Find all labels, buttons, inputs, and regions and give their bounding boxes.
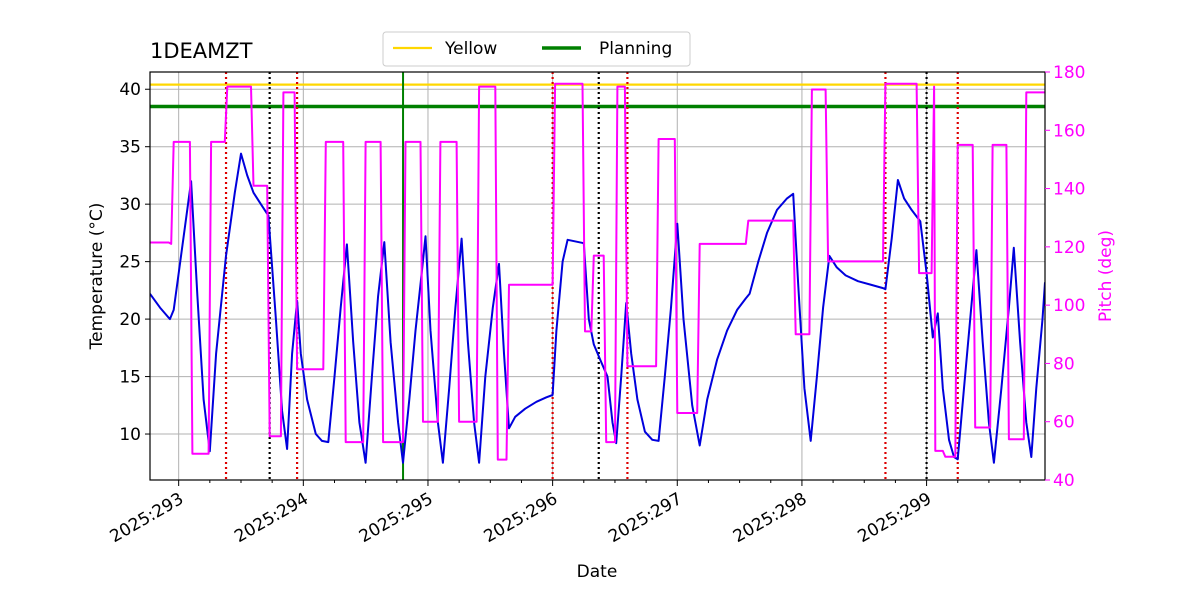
y-tick-label-1: 15 [119,368,141,388]
y-tick-label-6: 40 [119,80,141,100]
y2-tick-label-4: 120 [1053,238,1085,258]
legend: Yellow Planning [382,31,691,67]
x-axis-label: Date [577,562,618,582]
chart-title: 1DEAMZT [150,39,253,63]
y2-tick-label-0: 40 [1053,471,1075,491]
legend-label-planning: Planning [599,39,672,59]
y2-tick-label-5: 140 [1053,180,1085,200]
y2-tick-label-3: 100 [1053,296,1085,316]
y2-axis-label: Pitch (deg) [1096,230,1116,322]
y-tick-label-4: 30 [119,195,141,215]
series-line-pitch [150,82,1045,461]
series-line-temperature [150,152,1045,464]
legend-label-yellow: Yellow [444,39,497,59]
plot-frame [149,71,1046,481]
y2-tick-label-7: 180 [1053,63,1085,83]
y-tick-label-5: 35 [119,138,141,158]
y-tick-label-0: 10 [119,425,141,445]
y2-tick-label-2: 80 [1053,354,1075,374]
y-tick-label-2: 20 [119,310,141,330]
y-tick-label-3: 25 [119,253,141,273]
legend-box [382,31,691,67]
y2-tick-label-1: 60 [1053,413,1075,433]
plot-area [150,72,1045,480]
y-axis-label: Temperature (°C) [87,203,107,351]
y2-tick-label-6: 160 [1053,121,1085,141]
